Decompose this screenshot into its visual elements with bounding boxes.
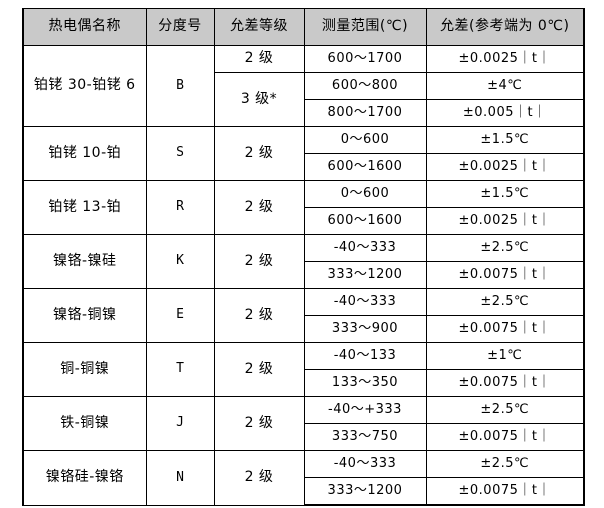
table-header: 热电偶名称 分度号 允差等级 测量范围(℃) 允差(参考端为 0℃)	[22, 8, 585, 46]
measuring-range-cell: 600～1600	[303, 153, 427, 181]
measuring-range-cell: -40～333	[303, 288, 427, 316]
header-row: 热电偶名称 分度号 允差等级 测量范围(℃) 允差(参考端为 0℃)	[22, 8, 585, 46]
tolerance-value-cell: ±2.5℃	[425, 288, 585, 316]
table-row: 333～1200 ±0.0075｜t｜	[23, 261, 585, 289]
table-row: 800～1700 ±0.005｜t｜	[23, 99, 585, 127]
table-row: 铜-铜镍 T 2 级 -40～133 ±1℃	[22, 342, 585, 397]
tolerance-value-cell: ±0.0025｜t｜	[425, 45, 585, 73]
tolerance-grade-cell: 2 级	[213, 180, 305, 235]
thermocouple-tolerance-table: 热电偶名称 分度号 允差等级 测量范围(℃) 允差(参考端为 0℃) 铂铑 30…	[22, 8, 585, 506]
measuring-range-cell: 800～1700	[303, 99, 427, 127]
tolerance-grade-cell: 2 级	[213, 234, 305, 289]
column-header-tolerance: 允差(参考端为 0℃)	[425, 8, 585, 46]
table-row: 133～350 ±0.0075｜t｜	[23, 369, 585, 397]
table-row: 3 级* 600～800 ±4℃	[23, 72, 585, 127]
tolerance-value-cell: ±0.0075｜t｜	[425, 369, 585, 397]
table-row: 铂铑 10-铂 S 2 级 0～600 ±1.5℃	[22, 126, 585, 181]
measuring-range-cell: -40～133	[303, 342, 427, 370]
thermocouple-table-container: 热电偶名称 分度号 允差等级 测量范围(℃) 允差(参考端为 0℃) 铂铑 30…	[22, 8, 585, 506]
tolerance-grade-cell: 2 级	[213, 45, 305, 73]
thermocouple-code-cell: S	[145, 126, 215, 181]
measuring-range-cell: 600～800	[303, 72, 427, 100]
measuring-range-cell: 0～600	[303, 126, 427, 154]
column-header-name: 热电偶名称	[22, 8, 147, 46]
thermocouple-code-cell: J	[145, 396, 215, 451]
tolerance-value-cell: ±1.5℃	[425, 180, 585, 208]
table-row: 600～1600 ±0.0025｜t｜	[23, 207, 585, 235]
tolerance-value-cell: ±0.0075｜t｜	[425, 261, 585, 289]
thermocouple-code-cell: K	[145, 234, 215, 289]
tolerance-value-cell: ±0.0025｜t｜	[425, 207, 585, 235]
tolerance-grade-cell: 2 级	[213, 450, 305, 506]
tolerance-value-cell: ±0.0025｜t｜	[425, 153, 585, 181]
measuring-range-cell: 0～600	[303, 180, 427, 208]
measuring-range-cell: 333～1200	[303, 477, 427, 506]
measuring-range-cell: -40～+333	[303, 396, 427, 424]
measuring-range-cell: -40～333	[303, 450, 427, 478]
tolerance-grade-cell: 3 级*	[213, 72, 305, 127]
thermocouple-name-cell: 铂铑 10-铂	[22, 126, 147, 181]
thermocouple-name-cell: 铜-铜镍	[22, 342, 147, 397]
measuring-range-cell: 333～900	[303, 315, 427, 343]
tolerance-value-cell: ±0.0075｜t｜	[425, 315, 585, 343]
thermocouple-name-cell: 镍铬硅-镍铬	[22, 450, 147, 506]
table-row: 镍铬-镍硅 K 2 级 -40～333 ±2.5℃	[22, 234, 585, 289]
thermocouple-name-cell: 铂铑 30-铂铑 6	[22, 45, 147, 127]
thermocouple-name-cell: 铂铑 13-铂	[22, 180, 147, 235]
tolerance-value-cell: ±2.5℃	[425, 396, 585, 424]
tolerance-value-cell: ±0.0075｜t｜	[425, 423, 585, 451]
tolerance-grade-cell: 2 级	[213, 396, 305, 451]
tolerance-grade-cell: 2 级	[213, 342, 305, 397]
thermocouple-name-cell: 镍铬-镍硅	[22, 234, 147, 289]
table-row: 镍铬硅-镍铬 N 2 级 -40～333 ±2.5℃	[22, 450, 585, 506]
measuring-range-cell: 600～1600	[303, 207, 427, 235]
thermocouple-name-cell: 镍铬-铜镍	[22, 288, 147, 343]
tolerance-value-cell: ±2.5℃	[425, 234, 585, 262]
measuring-range-cell: 600～1700	[303, 45, 427, 73]
column-header-code: 分度号	[145, 8, 215, 46]
tolerance-value-cell: ±0.0075｜t｜	[425, 477, 585, 506]
column-header-range: 测量范围(℃)	[303, 8, 427, 46]
tolerance-value-cell: ±1.5℃	[425, 126, 585, 154]
tolerance-grade-cell: 2 级	[213, 288, 305, 343]
tolerance-grade-cell: 2 级	[213, 126, 305, 181]
table-row: 镍铬-铜镍 E 2 级 -40～333 ±2.5℃	[22, 288, 585, 343]
thermocouple-code-cell: E	[145, 288, 215, 343]
table-row: 铂铑 13-铂 R 2 级 0～600 ±1.5℃	[22, 180, 585, 235]
table-row: 333～750 ±0.0075｜t｜	[23, 423, 585, 451]
thermocouple-name-cell: 铁-铜镍	[22, 396, 147, 451]
measuring-range-cell: 333～1200	[303, 261, 427, 289]
table-row: 333～1200 ±0.0075｜t｜	[23, 477, 585, 506]
thermocouple-code-cell: B	[145, 45, 215, 127]
thermocouple-code-cell: R	[145, 180, 215, 235]
table-row: 600～1600 ±0.0025｜t｜	[23, 153, 585, 181]
table-row: 333～900 ±0.0075｜t｜	[23, 315, 585, 343]
thermocouple-code-cell: N	[145, 450, 215, 506]
tolerance-value-cell: ±0.005｜t｜	[425, 99, 585, 127]
measuring-range-cell: 133～350	[303, 369, 427, 397]
column-header-grade: 允差等级	[213, 8, 305, 46]
measuring-range-cell: -40～333	[303, 234, 427, 262]
tolerance-value-cell: ±2.5℃	[425, 450, 585, 478]
measuring-range-cell: 333～750	[303, 423, 427, 451]
thermocouple-code-cell: T	[145, 342, 215, 397]
table-row: 铁-铜镍 J 2 级 -40～+333 ±2.5℃	[22, 396, 585, 451]
tolerance-value-cell: ±1℃	[425, 342, 585, 370]
tolerance-value-cell: ±4℃	[425, 72, 585, 100]
